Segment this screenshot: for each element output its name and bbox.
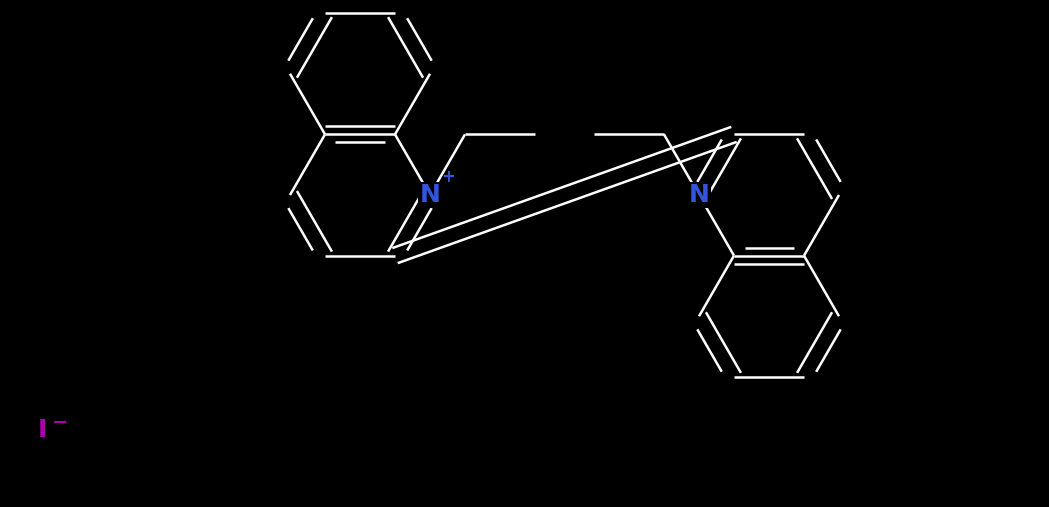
Text: I: I bbox=[38, 418, 47, 442]
Text: −: − bbox=[51, 413, 68, 431]
Text: N: N bbox=[688, 183, 709, 207]
Text: N: N bbox=[420, 183, 441, 207]
Text: +: + bbox=[441, 168, 455, 186]
